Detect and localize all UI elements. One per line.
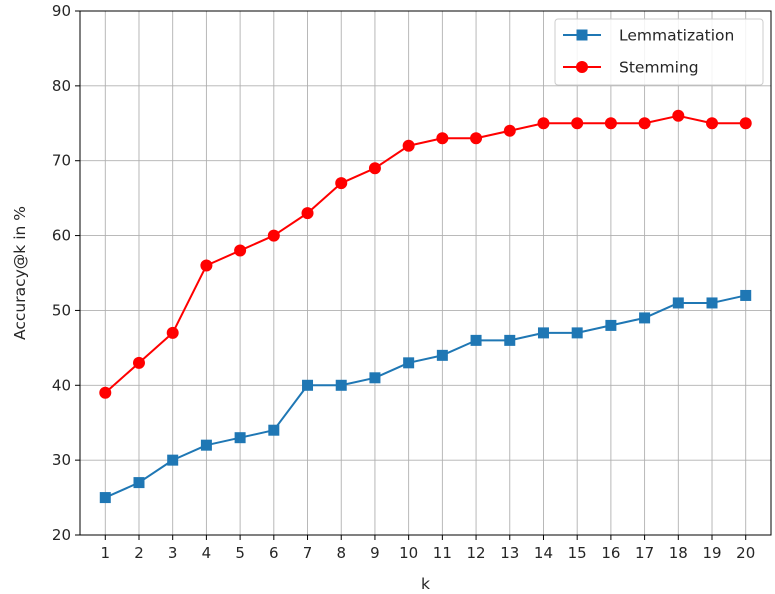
data-point (604, 117, 617, 130)
x-tick-label: 5 (235, 544, 245, 562)
data-point (503, 124, 516, 137)
y-axis-label: Accuracy@k in % (11, 206, 29, 340)
x-tick-label: 19 (702, 544, 721, 562)
series-group (99, 109, 752, 504)
data-point (403, 357, 415, 369)
x-axis-label: k (421, 575, 430, 593)
x-tick-label: 9 (370, 544, 380, 562)
data-point (301, 207, 314, 220)
data-point (706, 117, 719, 130)
x-axis-ticks: 1 2 3 4 5 6 7 8 9 10 11 12 13 14 15 16 17 18 19 20 (101, 535, 755, 562)
legend-marker-stemming (576, 61, 588, 73)
data-point (537, 117, 550, 130)
x-tick-label: 10 (399, 544, 418, 562)
data-point (605, 319, 617, 331)
data-point (402, 139, 415, 152)
data-point (234, 432, 246, 444)
data-point (672, 297, 684, 309)
data-point (335, 177, 348, 190)
data-point (302, 379, 314, 391)
legend-marker-lemmatization (576, 29, 588, 41)
x-tick-label: 8 (336, 544, 346, 562)
data-point (672, 109, 685, 122)
x-tick-label: 15 (568, 544, 587, 562)
legend: Lemmatization Stemming (554, 18, 764, 86)
y-tick-label: 40 (52, 376, 71, 394)
x-tick-label: 20 (736, 544, 755, 562)
x-tick-label: 1 (101, 544, 111, 562)
y-axis-ticks: 20 30 40 50 60 70 80 90 (52, 2, 80, 544)
x-tick-label: 14 (534, 544, 553, 562)
data-point (706, 297, 718, 309)
x-tick-label: 11 (433, 544, 452, 562)
x-tick-label: 17 (635, 544, 654, 562)
x-tick-label: 6 (269, 544, 279, 562)
data-point (132, 356, 145, 369)
series-line-stemming (104, 114, 746, 394)
x-tick-label: 7 (303, 544, 313, 562)
data-point (200, 259, 213, 272)
data-point (267, 229, 280, 242)
data-point (638, 117, 651, 130)
data-point (368, 162, 381, 175)
series-line-lemmatization (104, 294, 746, 499)
data-point (504, 334, 516, 346)
data-point (167, 454, 179, 466)
x-tick-label: 3 (168, 544, 178, 562)
y-tick-label: 90 (52, 2, 71, 20)
data-point (200, 439, 212, 451)
data-point (436, 349, 448, 361)
data-point (166, 326, 179, 339)
x-tick-label: 4 (202, 544, 212, 562)
data-point (639, 312, 651, 324)
x-tick-label: 2 (134, 544, 144, 562)
x-tick-label: 12 (467, 544, 486, 562)
legend-label-stemming: Stemming (619, 59, 699, 77)
data-point (470, 132, 483, 145)
data-point (571, 327, 583, 339)
data-point (335, 379, 347, 391)
y-tick-label: 70 (52, 152, 71, 170)
data-point (537, 327, 549, 339)
plot-frame (79, 10, 772, 536)
y-tick-label: 30 (52, 451, 71, 469)
data-point (234, 244, 247, 257)
x-tick-label: 13 (500, 544, 519, 562)
y-tick-label: 50 (52, 301, 71, 319)
y-tick-label: 60 (52, 227, 71, 245)
grid (80, 10, 771, 536)
y-tick-label: 80 (52, 77, 71, 95)
data-point (99, 492, 111, 504)
data-point (133, 477, 145, 489)
y-tick-label: 20 (52, 526, 71, 544)
data-point (571, 117, 584, 130)
series-stemming (99, 109, 752, 399)
data-point (436, 132, 449, 145)
legend-box (554, 18, 764, 86)
data-point (470, 334, 482, 346)
data-point (99, 386, 112, 399)
data-point (739, 117, 752, 130)
x-tick-label: 18 (669, 544, 688, 562)
x-tick-label: 16 (601, 544, 620, 562)
data-point (369, 372, 381, 384)
data-point (740, 289, 752, 301)
data-point (268, 424, 280, 436)
series-lemmatization (99, 289, 752, 504)
legend-label-lemmatization: Lemmatization (619, 27, 734, 45)
